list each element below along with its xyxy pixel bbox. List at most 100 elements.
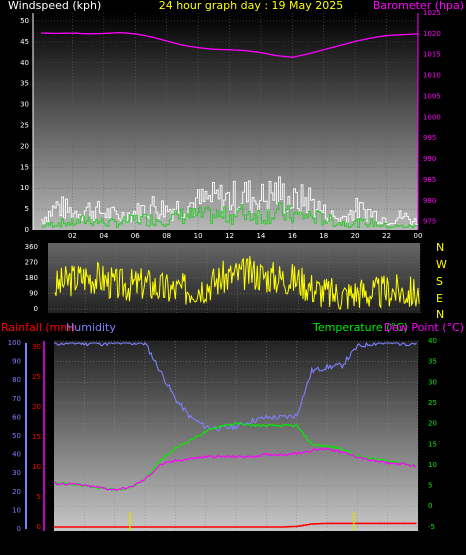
temp-x-tick-label: 10: [201, 539, 210, 547]
barometer-tick-label: 985: [423, 176, 436, 184]
humidity-tick-label: 40: [12, 451, 21, 459]
temp-panel-series: [53, 341, 417, 528]
wind-x-tick-label: 14: [256, 232, 265, 240]
wind-panel-grid: [32, 13, 419, 230]
direction-tick-label: 180: [25, 274, 38, 282]
compass-letter-n-bottom: N: [436, 308, 444, 321]
rainfall-tick-label: 0: [37, 523, 41, 531]
direction-tick-label: 0: [34, 305, 38, 313]
windspeed-label: Windspeed (kph): [8, 0, 101, 12]
temp-panel-background: [54, 341, 418, 531]
wind-tick-label: 25: [20, 122, 29, 130]
wind-x-tick-label: 16: [288, 232, 297, 240]
temperature-label: Temperature (°C): [312, 321, 408, 334]
wind-tick-label: 45: [20, 38, 29, 46]
dewpoint-line: [53, 447, 417, 492]
temperature-tick-label: -5: [428, 523, 435, 531]
temperature-tick-label: 25: [428, 399, 437, 407]
rainfall-tick-label: 25: [32, 373, 41, 381]
wind-x-tick-label: 04: [99, 232, 108, 240]
humidity-line: [54, 341, 417, 432]
humidity-tick-label: 100: [8, 339, 21, 347]
temp-panel-grid: [25, 340, 419, 531]
rainfall-tick-label: 20: [32, 403, 41, 411]
barometer-tick-label: 980: [423, 197, 436, 205]
humidity-tick-label: 70: [12, 395, 21, 403]
temp-x-tick-label: 08: [171, 539, 180, 547]
temperature-tick-label: 20: [428, 420, 437, 428]
compass-letter-e: E: [436, 292, 443, 305]
dewpoint-label: Dew Point (°C): [384, 321, 464, 334]
wind-x-tick-label: 20: [351, 232, 360, 240]
wind-x-tick-label: 22: [382, 232, 391, 240]
temperature-tick-label: 40: [428, 337, 437, 345]
wind-tick-label: 0: [25, 226, 29, 234]
wind-tick-label: 15: [20, 163, 29, 171]
compass-letter-n-top: N: [436, 241, 444, 254]
barometer-tick-label: 1020: [423, 30, 441, 38]
barometer-tick-label: 1000: [423, 113, 441, 121]
windspeed-average-line: [41, 202, 418, 229]
temperature-humidity-panel: -505101520253035400102030405060708090100…: [8, 337, 437, 547]
compass-letters: N W S E N: [436, 241, 447, 321]
barometer-label: Barometer (hpa): [373, 0, 464, 12]
wind-tick-label: 50: [20, 17, 29, 25]
wind-x-tick-label: 12: [225, 232, 234, 240]
humidity-tick-label: 60: [12, 413, 21, 421]
temperature-tick-label: 0: [428, 502, 432, 510]
wind-x-tick-label: 02: [68, 232, 77, 240]
humidity-tick-label: 30: [12, 469, 21, 477]
humidity-tick-label: 80: [12, 376, 21, 384]
temperature-tick-label: 30: [428, 378, 437, 386]
wind-tick-label: 5: [25, 205, 29, 213]
humidity-label: Humidity: [66, 321, 116, 334]
wind-panel-series: [40, 32, 419, 229]
temperature-tick-label: 15: [428, 440, 437, 448]
temp-x-tick-label: 06: [141, 539, 150, 547]
rainfall-line: [54, 522, 417, 528]
humidity-tick-label: 0: [17, 525, 21, 533]
temp-panel-ticks: -505101520253035400102030405060708090100…: [8, 337, 437, 547]
barometer-tick-label: 990: [423, 155, 436, 163]
windspeed-gust-line: [41, 176, 418, 226]
wind-tick-label: 20: [20, 142, 29, 150]
barometer-tick-label: 975: [423, 218, 436, 226]
temperature-tick-label: 35: [428, 358, 437, 366]
barometer-line: [40, 32, 419, 58]
humidity-tick-label: 50: [12, 432, 21, 440]
wind-x-tick-label: 00: [414, 232, 423, 240]
barometer-tick-label: 1015: [423, 51, 441, 59]
wind-tick-label: 10: [20, 184, 29, 192]
direction-panel-ticks: 0 90 180 270 360: [25, 243, 38, 313]
rainfall-tick-label: 30: [32, 343, 41, 351]
rainfall-tick-label: 10: [32, 463, 41, 471]
sunset-label: Sunset: [342, 539, 366, 547]
temperature-tick-label: 5: [428, 482, 432, 490]
wind-x-tick-label: 10: [194, 232, 203, 240]
temp-x-tick-label: 18: [323, 539, 332, 547]
wind-direction-panel: 0 90 180 270 360 N W S E N: [25, 241, 447, 321]
compass-letter-w: W: [436, 258, 447, 271]
barometer-tick-label: 1025: [423, 9, 441, 17]
humidity-tick-label: 10: [12, 506, 21, 514]
wind-x-tick-label: 06: [131, 232, 140, 240]
barometer-tick-label: 1010: [423, 72, 441, 80]
temp-x-tick-label: 14: [262, 539, 271, 547]
wind-panel-ticks: 0510152025303540455097598098599099510001…: [20, 9, 441, 240]
temp-x-tick-label: 00: [414, 539, 423, 547]
temp-x-tick-label: 22: [383, 539, 392, 547]
direction-tick-label: 270: [25, 259, 38, 267]
compass-letter-s: S: [436, 275, 443, 288]
barometer-tick-label: 1005: [423, 92, 441, 100]
temp-x-tick-label: 12: [232, 539, 241, 547]
wind-x-tick-label: 18: [319, 232, 328, 240]
barometer-tick-label: 995: [423, 134, 436, 142]
wind-direction-line: [54, 256, 420, 310]
direction-tick-label: 360: [25, 243, 38, 251]
wind-x-tick-label: 08: [162, 232, 171, 240]
temp-x-tick-label: 20: [353, 539, 362, 547]
direction-panel-series: [54, 256, 420, 310]
wind-barometer-panel: 0510152025303540455097598098599099510001…: [20, 9, 441, 240]
rainfall-label: Rainfall (mm): [1, 321, 75, 334]
